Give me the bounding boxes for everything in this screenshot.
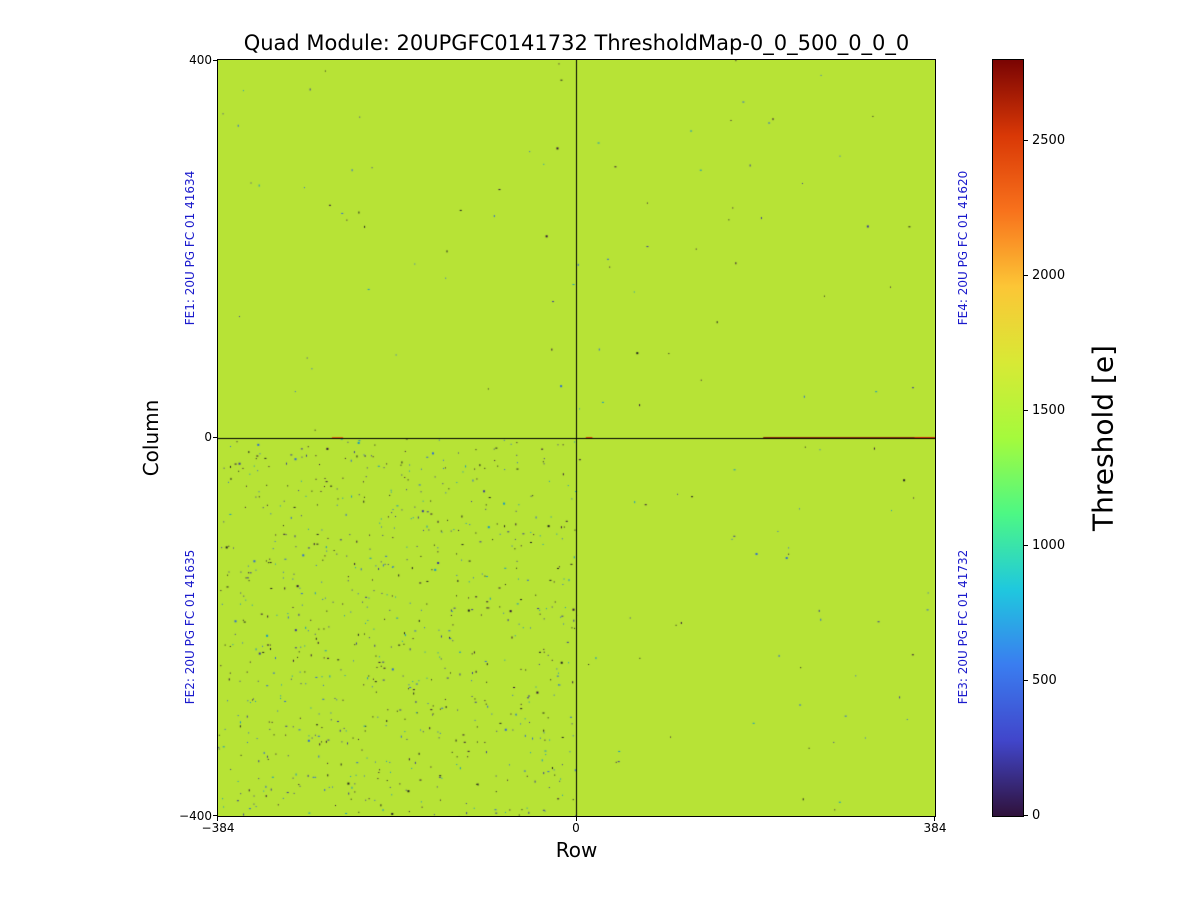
chart-title: Quad Module: 20UPGFC0141732 ThresholdMap… xyxy=(243,31,910,55)
heatmap-canvas xyxy=(218,60,935,816)
x-axis-label: Row xyxy=(555,838,598,862)
colorbar-ticks: 0 500 1000 1500 2000 2500 xyxy=(1032,60,1102,823)
y-axis-label: Column xyxy=(139,399,163,477)
fe1-label: FE1: 20U PG FC 01 41634 xyxy=(183,170,197,326)
tick-mark xyxy=(1024,410,1028,411)
x-tick-label: 0 xyxy=(572,821,580,835)
tick-mark xyxy=(213,60,217,61)
y-tick-label: 400 xyxy=(189,53,212,67)
x-tick-label: 384 xyxy=(923,821,947,835)
colorbar-tick-label: 1000 xyxy=(1032,538,1066,553)
tick-mark xyxy=(1024,275,1028,276)
tick-mark xyxy=(1024,545,1028,546)
colorbar-tick-label: 2500 xyxy=(1032,133,1066,148)
y-tick-label: −400 xyxy=(179,809,212,823)
colorbar-tick-label: 2000 xyxy=(1032,268,1066,283)
colorbar-tick-label: 1500 xyxy=(1032,403,1066,418)
tick-mark xyxy=(1024,140,1028,141)
colorbar-tick-label: 500 xyxy=(1032,673,1057,688)
colorbar-gradient xyxy=(993,60,1023,816)
tick-mark xyxy=(934,817,935,821)
colorbar xyxy=(992,59,1024,817)
colorbar-label: Threshold [e] xyxy=(1086,345,1120,531)
tick-mark xyxy=(213,815,217,816)
tick-mark xyxy=(217,817,218,821)
tick-mark xyxy=(1024,815,1028,816)
fe2-label: FE2: 20U PG FC 01 41635 xyxy=(183,549,197,705)
tick-mark xyxy=(213,437,217,438)
tick-mark xyxy=(1024,680,1028,681)
fe3-label: FE3: 20U PG FC 01 41732 xyxy=(956,549,970,705)
y-tick-label: 0 xyxy=(204,430,212,444)
tick-mark xyxy=(576,817,577,821)
colorbar-tick-label: 0 xyxy=(1032,808,1041,823)
fe4-label: FE4: 20U PG FC 01 41620 xyxy=(956,170,970,326)
plot-area xyxy=(217,59,936,817)
x-tick-label: −384 xyxy=(201,821,235,835)
